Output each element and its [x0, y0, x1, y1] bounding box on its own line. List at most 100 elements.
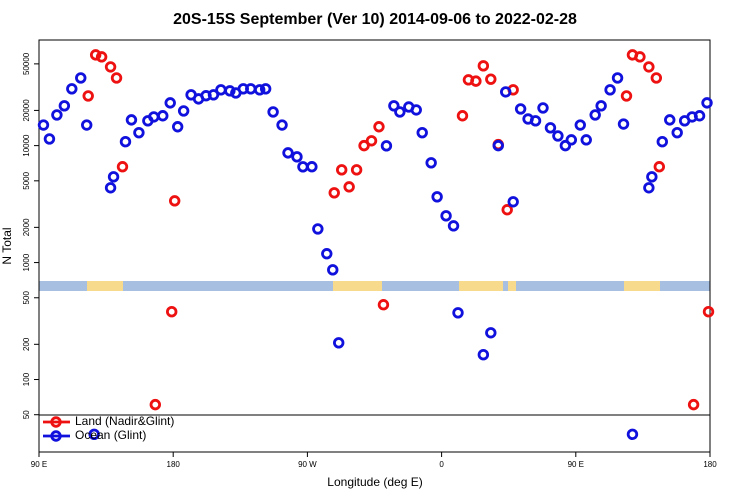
point: [500, 86, 512, 98]
point: [620, 90, 633, 102]
point: [224, 85, 236, 97]
point: [565, 134, 578, 146]
point: [207, 89, 220, 101]
x-tick-label: 180: [167, 460, 181, 469]
point: [394, 106, 406, 118]
point: [529, 115, 542, 127]
point: [81, 119, 93, 131]
point: [634, 51, 646, 63]
point: [259, 83, 272, 95]
point: [643, 61, 655, 73]
point: [410, 104, 422, 116]
point: [365, 135, 378, 147]
point: [431, 191, 443, 203]
point: [75, 72, 87, 84]
point: [306, 161, 318, 173]
point: [701, 97, 713, 109]
y-tick-label: 10000: [22, 134, 31, 157]
point: [51, 109, 63, 121]
point: [43, 133, 56, 145]
point: [321, 248, 333, 260]
x-tick-label: 90 E: [31, 460, 47, 469]
point: [89, 49, 102, 61]
x-tick-label: 180: [703, 460, 717, 469]
y-tick-label: 500: [22, 291, 31, 305]
y-tick-label: 5000: [22, 171, 31, 189]
point: [589, 109, 601, 121]
point: [693, 110, 706, 122]
x-tick-label: 90 E: [568, 460, 584, 469]
point: [125, 114, 138, 126]
point: [485, 327, 497, 339]
point: [643, 182, 655, 194]
point: [425, 157, 437, 169]
point: [88, 428, 100, 441]
point: [477, 60, 490, 72]
point: [501, 204, 513, 216]
point: [537, 102, 549, 114]
x-tick-label: 90 W: [298, 460, 317, 469]
y-tick-label: 50: [22, 410, 31, 419]
point: [574, 119, 586, 131]
y-tick-label: 2000: [22, 218, 31, 236]
point: [119, 136, 132, 148]
point: [335, 164, 348, 176]
point: [544, 122, 557, 134]
point: [373, 121, 385, 133]
point: [447, 220, 460, 232]
point: [617, 118, 630, 130]
point: [104, 182, 117, 194]
y-tick-label: 100: [22, 372, 31, 386]
point: [149, 398, 162, 411]
point: [82, 90, 94, 102]
point: [37, 119, 50, 131]
point: [104, 61, 117, 73]
point: [514, 103, 527, 115]
point: [477, 349, 490, 361]
point: [116, 161, 129, 173]
point: [377, 299, 390, 311]
point: [656, 136, 668, 148]
point: [177, 105, 190, 117]
point: [328, 187, 340, 199]
point: [595, 100, 607, 112]
plot-frame: [38, 39, 711, 453]
point: [333, 337, 345, 349]
point: [456, 110, 469, 122]
point: [664, 114, 676, 126]
x-tick-label: 0: [439, 460, 444, 469]
point: [267, 106, 279, 118]
land-mask-band: [39, 281, 710, 291]
point: [653, 161, 666, 173]
y-tick-label: 1000: [22, 253, 31, 271]
point: [580, 134, 592, 146]
point: [343, 181, 355, 193]
point: [646, 171, 658, 183]
point: [358, 139, 370, 152]
point: [107, 171, 120, 183]
point: [702, 306, 715, 318]
point: [168, 195, 181, 207]
point: [388, 100, 400, 112]
x-axis-label: Longitude (deg E): [327, 475, 422, 489]
legend-marker: [50, 430, 62, 442]
legend-label: Land (Nadir&Glint): [75, 414, 174, 428]
point: [312, 223, 324, 235]
point: [253, 84, 266, 96]
point: [166, 306, 178, 318]
point: [452, 307, 464, 319]
point: [626, 428, 639, 441]
point: [350, 164, 363, 176]
point: [470, 75, 482, 87]
point: [58, 100, 71, 112]
point: [687, 398, 700, 411]
point: [171, 121, 184, 133]
point: [485, 73, 497, 85]
point: [66, 83, 78, 95]
point: [110, 72, 123, 84]
point: [552, 130, 564, 142]
point: [95, 51, 108, 63]
legend-marker: [50, 416, 62, 428]
point: [604, 84, 616, 96]
